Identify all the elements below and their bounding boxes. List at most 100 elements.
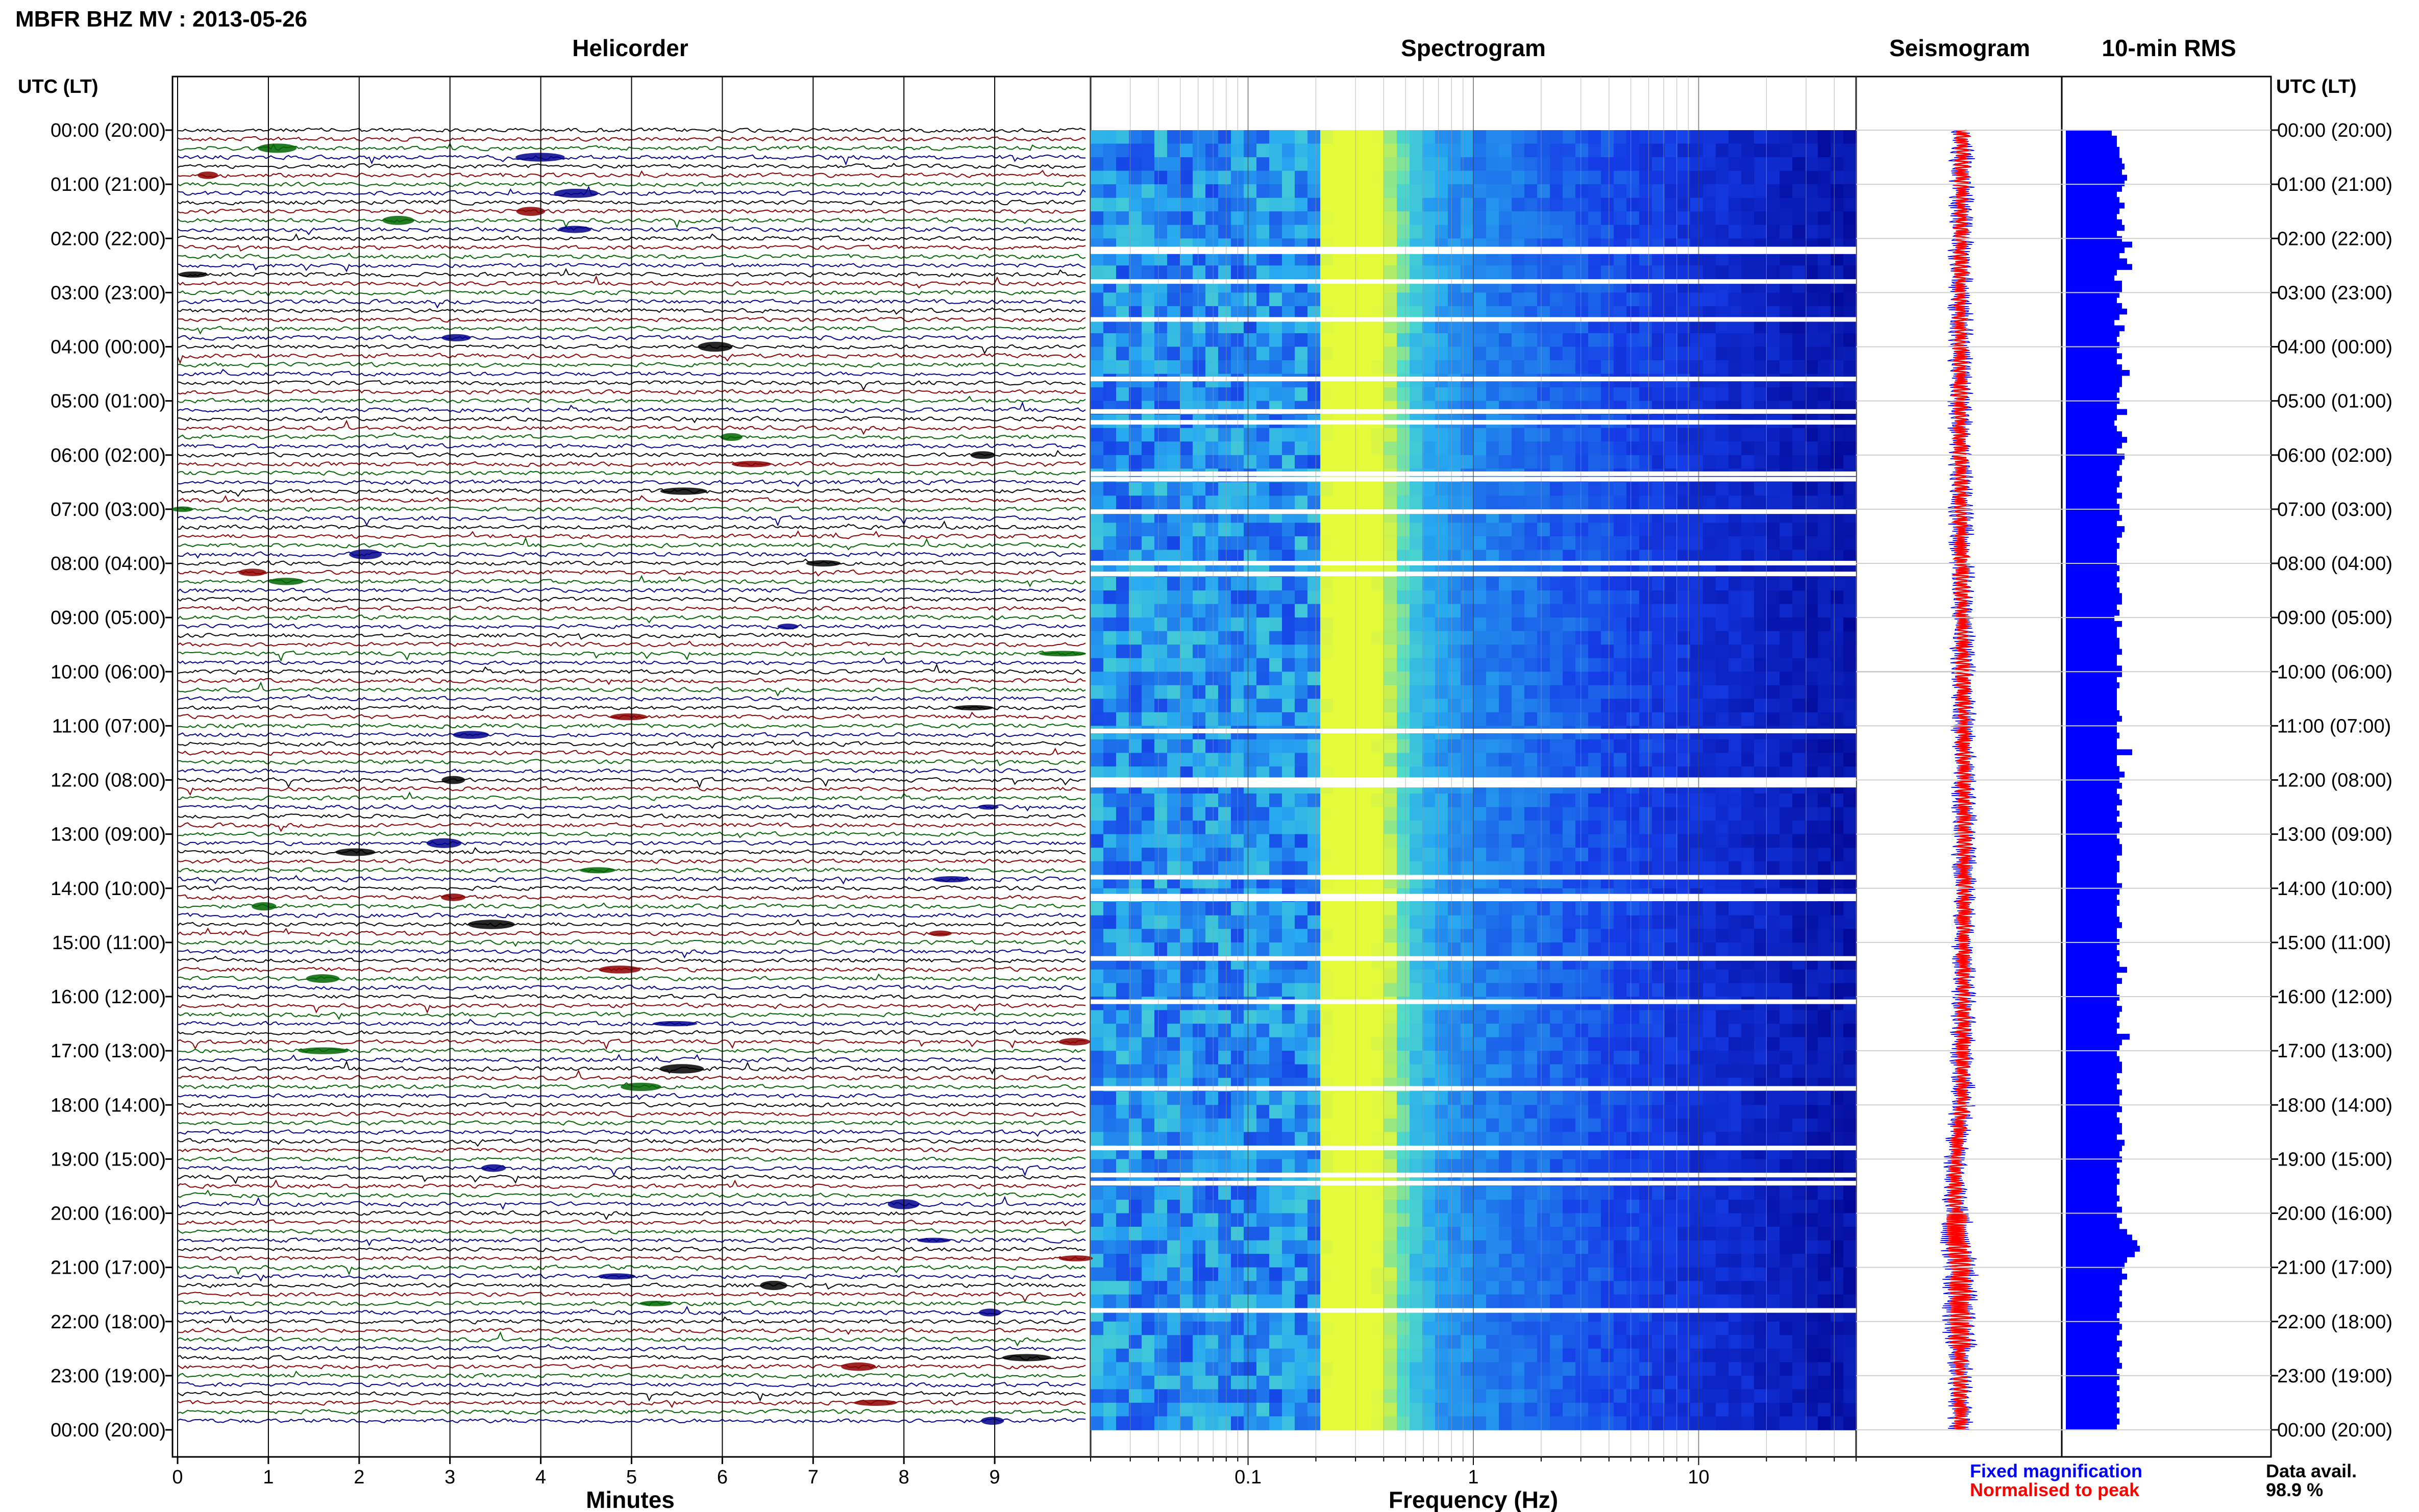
spectrogram-cell <box>1614 170 1627 185</box>
spectrogram-cell <box>1333 292 1346 307</box>
spectrogram-cell <box>1729 712 1742 727</box>
spectrogram-cell <box>1269 861 1282 875</box>
spectrogram-cell <box>1665 1118 1678 1133</box>
spectrogram-cell <box>1729 1186 1742 1200</box>
spectrogram-cell <box>1512 157 1525 171</box>
spectrogram-cell <box>1614 617 1627 632</box>
rms-frame <box>2061 76 2272 1458</box>
spectrogram-cell <box>1091 1118 1104 1133</box>
spectrogram-cell <box>1154 969 1168 984</box>
spectrogram-cell <box>1588 143 1601 158</box>
spectrogram-cell <box>1307 360 1321 375</box>
spectrogram-cell <box>1129 211 1142 226</box>
spectrogram-cell <box>1371 969 1385 984</box>
spectrogram-cell <box>1180 292 1193 307</box>
spectrogram-cell <box>1626 577 1640 591</box>
spectrogram-cell <box>1818 712 1831 727</box>
spectrogram-cell <box>1218 225 1231 239</box>
spectrogram-cell <box>1359 455 1372 469</box>
spectrogram-cell <box>1333 455 1346 469</box>
spectrogram-cell <box>1295 645 1308 659</box>
spectrogram-cell <box>1614 495 1627 510</box>
spectrogram-cell <box>1448 265 1461 280</box>
spectrogram-cell <box>1422 143 1436 158</box>
spectrogram-cell <box>1805 1240 1818 1254</box>
spectrogram-cell <box>1461 590 1474 605</box>
spectrogram-cell <box>1346 983 1359 997</box>
spectrogram-cell <box>1524 441 1538 456</box>
spectrogram-cell <box>1767 807 1780 821</box>
spectrogram-cell <box>1244 861 1257 875</box>
spectrogram-cell <box>1397 658 1410 672</box>
spectrogram-cell <box>1091 590 1104 605</box>
spectrogram-cell <box>1499 699 1512 713</box>
spectrogram-cell <box>1575 821 1589 835</box>
spectrogram-cell <box>1639 753 1652 767</box>
spectrogram-cell <box>1665 319 1678 334</box>
spectrogram-cell <box>1371 130 1385 144</box>
spectrogram-cell <box>1550 590 1563 605</box>
spectrogram-cell <box>1154 645 1168 659</box>
spectrogram-cell <box>1818 739 1831 754</box>
spectrogram-cell <box>1588 1010 1601 1024</box>
spectrogram-cell <box>1486 1024 1499 1038</box>
spectrogram-cell <box>1307 969 1321 984</box>
spectrogram-cell <box>1167 387 1180 402</box>
spectrogram-cell <box>1639 1105 1652 1119</box>
spectrogram-cell <box>1422 699 1436 713</box>
spectrogram-cell <box>1435 658 1448 672</box>
spectrogram-cell <box>1333 577 1346 591</box>
spectrogram-cell <box>1205 319 1219 334</box>
spectrogram-cell <box>1716 577 1729 591</box>
spectrogram-cell <box>1167 292 1180 307</box>
spectrogram-cell <box>1103 1037 1117 1051</box>
spectrogram-cell <box>1512 631 1525 645</box>
spectrogram-cell <box>1626 387 1640 402</box>
spectrogram-cell <box>1180 834 1193 848</box>
spectrogram-cell <box>1359 387 1372 402</box>
spectrogram-cell <box>1729 699 1742 713</box>
spectrogram-cell <box>1282 672 1295 686</box>
spectrogram-cell <box>1639 157 1652 171</box>
spectrogram-cell <box>1499 942 1512 957</box>
spectrogram-cell <box>1116 1024 1129 1038</box>
spectrogram-cell <box>1690 1091 1704 1105</box>
spectrogram-cell <box>1575 861 1589 875</box>
spectrogram-cell <box>1320 170 1334 185</box>
spectrogram-cell <box>1767 482 1780 497</box>
spectrogram-cell <box>1716 1159 1729 1173</box>
spectrogram-cell <box>1818 577 1831 591</box>
spectrogram-cell <box>1218 631 1231 645</box>
spectrogram-cell <box>1677 807 1691 821</box>
spectrogram-cell <box>1218 319 1231 334</box>
spectrogram-cell <box>1091 1213 1104 1227</box>
spectrogram-cell <box>1639 523 1652 537</box>
spectrogram-cell <box>1767 590 1780 605</box>
spectrogram-cell <box>1780 861 1793 875</box>
spectrogram-cell <box>1218 1024 1231 1038</box>
spectrogram-cell <box>1320 672 1334 686</box>
spectrogram-cell <box>1129 1105 1142 1119</box>
spectrogram-cell <box>1537 211 1550 226</box>
spectrogram-cell <box>1703 631 1716 645</box>
spectrogram-cell <box>1397 184 1410 199</box>
spectrogram-cell <box>1716 834 1729 848</box>
spectrogram-cell <box>1729 658 1742 672</box>
spectrogram-cell <box>1499 536 1512 551</box>
spectrogram-cell <box>1244 739 1257 754</box>
spectrogram-cell <box>1843 807 1857 821</box>
spectrogram-cell <box>1703 428 1716 442</box>
spectrogram-cell <box>1601 685 1614 700</box>
spectrogram-cell <box>1410 590 1423 605</box>
spectrogram-cell <box>1473 983 1487 997</box>
spectrogram-cell <box>1754 1010 1767 1024</box>
spectrogram-cell <box>1167 672 1180 686</box>
spectrogram-cell <box>1690 969 1704 984</box>
spectrogram-cell <box>1601 536 1614 551</box>
spectrogram-cell <box>1359 1105 1372 1119</box>
spectrogram-cell <box>1205 1132 1219 1146</box>
spectrogram-cell <box>1805 807 1818 821</box>
spectrogram-cell <box>1193 834 1206 848</box>
spectrogram-cell <box>1103 590 1117 605</box>
spectrogram-cell <box>1142 794 1155 808</box>
